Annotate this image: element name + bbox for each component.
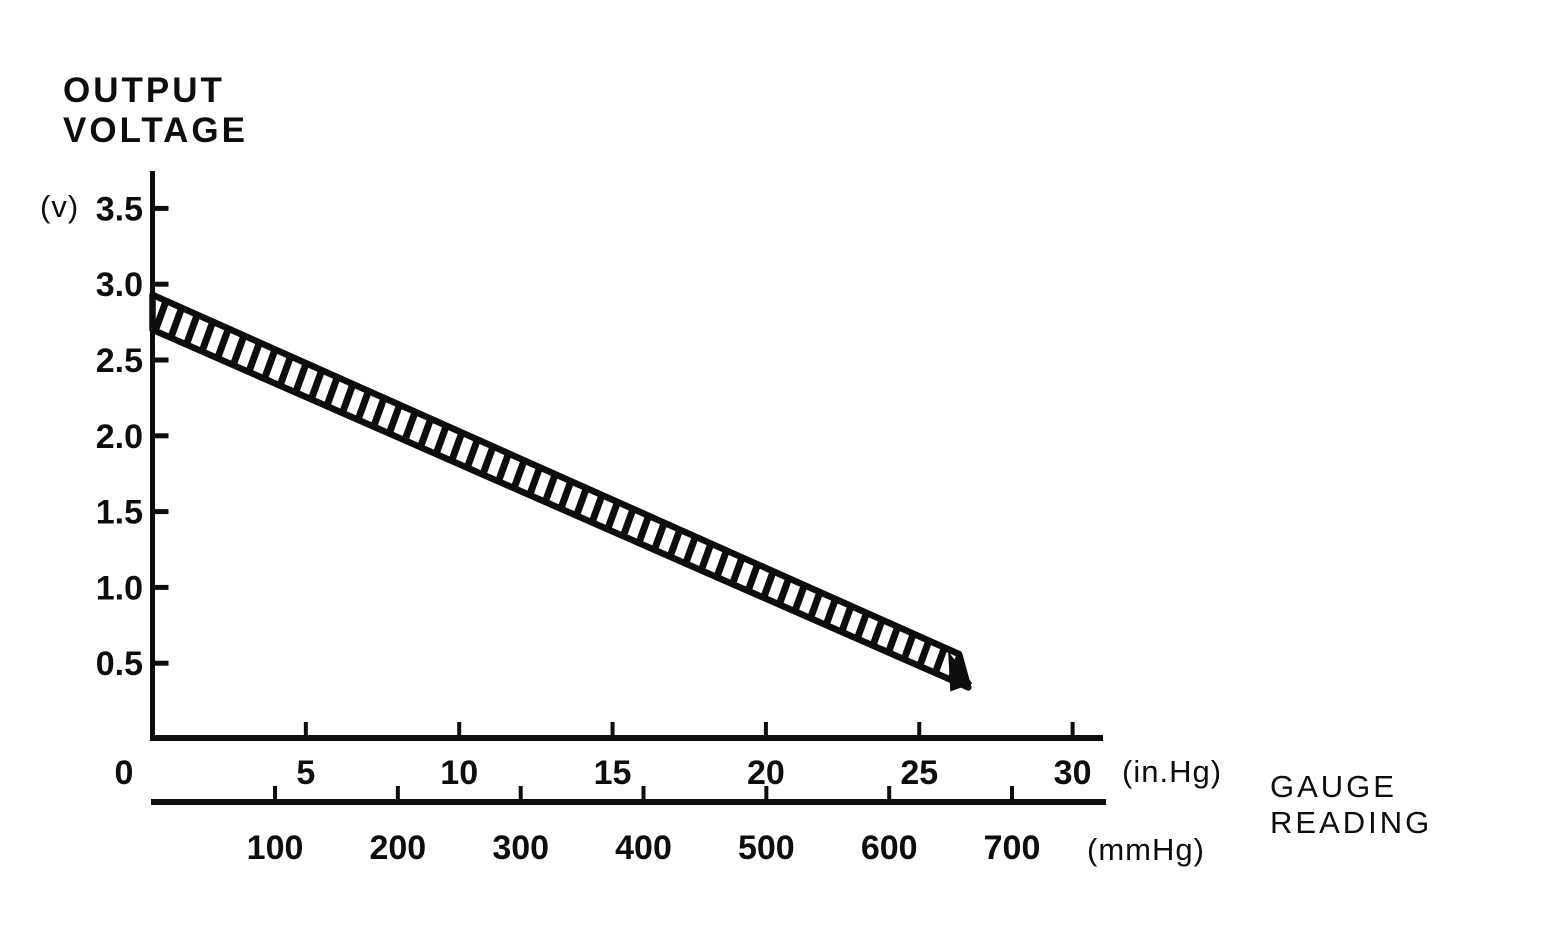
x-axis-primary-unit-label: (in.Hg) [1122,754,1222,789]
y-tick-label: 1.5 [96,494,143,532]
x2-tick-label: 300 [492,829,549,867]
x-tick-label: 15 [594,754,632,792]
chart-generated-layer: 3.5 3.0 2.5 2.0 1.5 1.0 0.5 0 5 10 15 20 25 30 100 200 3… [96,171,1106,867]
x-tick-label: 5 [296,754,315,792]
y-axis-unit-label: (v) [40,189,79,224]
y-axis-title-line1: OUTPUT [63,71,225,110]
tolerance-band [149,291,972,691]
x-axis-title-line2: READING [1270,805,1432,840]
x-tick-label: 30 [1054,754,1092,792]
y-tick-label: 1.0 [96,569,143,607]
x2-tick-label: 700 [984,829,1041,867]
x-tick-label: 20 [747,754,785,792]
x-tick-label: 0 [115,754,134,792]
y-tick-label: 2.0 [96,418,143,456]
band-end-tip [948,651,973,692]
x-axis-secondary-unit-label: (mmHg) [1087,832,1205,867]
x-tick-label: 25 [900,754,938,792]
x2-tick-label: 200 [369,829,426,867]
y-tick-label: 3.5 [96,190,143,228]
x-axis-title-line1: GAUGE [1270,769,1397,804]
y-axis-title-line2: VOLTAGE [63,111,248,150]
y-tick-label: 3.0 [96,266,143,304]
x2-tick-label: 400 [615,829,672,867]
x2-tick-label: 100 [247,829,304,867]
x2-tick-label: 500 [738,829,795,867]
y-tick-label: 0.5 [96,645,143,683]
x-tick-label: 10 [440,754,478,792]
x2-tick-label: 600 [861,829,918,867]
y-tick-label: 2.5 [96,342,143,380]
